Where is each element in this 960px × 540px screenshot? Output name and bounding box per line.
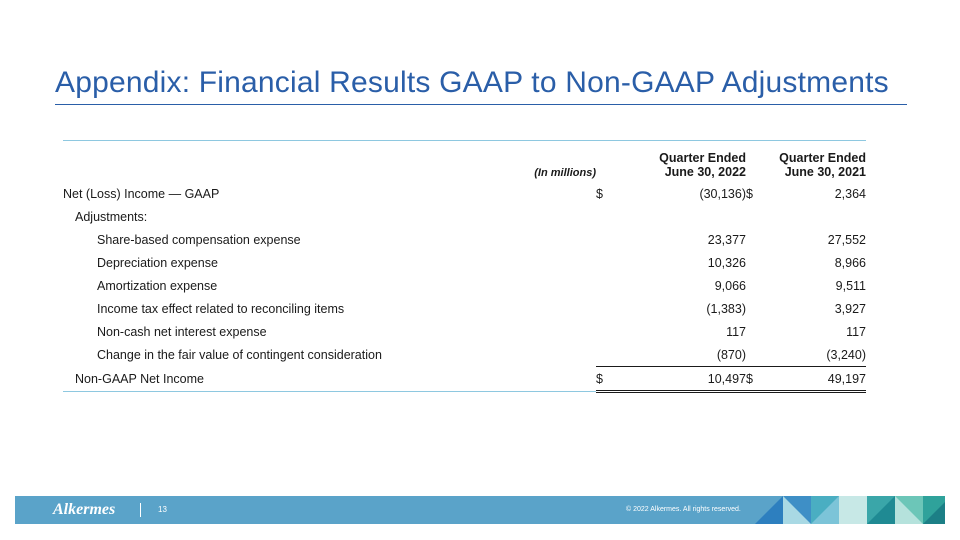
- value-2022: 10,497: [616, 366, 746, 393]
- column-header-2021-line1: Quarter Ended: [779, 151, 866, 165]
- table-row: Non-cash net interest expense 117 117: [63, 320, 866, 343]
- footer-band: Alkermes 13 © 2022 Alkermes. All rights …: [15, 496, 945, 524]
- page-title: Appendix: Financial Results GAAP to Non-…: [55, 66, 889, 99]
- column-header-2021: Quarter Ended June 30, 2021: [746, 140, 866, 182]
- value-2022: 10,326: [707, 255, 746, 270]
- value-2022: (30,136): [699, 186, 746, 201]
- row-label: Non-cash net interest expense: [97, 324, 267, 339]
- value-2022: 9,066: [714, 278, 746, 293]
- table-row: Income tax effect related to reconciling…: [63, 297, 866, 320]
- table-row: Amortization expense 9,066 9,511: [63, 274, 866, 297]
- table-row: Adjustments:: [63, 205, 866, 228]
- copyright-text: © 2022 Alkermes. All rights reserved.: [626, 506, 741, 513]
- table-row-total: Non-GAAP Net Income $ 10,497 $ 49,197: [63, 366, 866, 393]
- currency-symbol: $: [746, 186, 753, 201]
- column-header-2022-line1: Quarter Ended: [659, 151, 746, 165]
- value-2021: 49,197: [766, 366, 866, 393]
- currency-symbol: $: [596, 366, 616, 393]
- footer-divider: [140, 503, 141, 517]
- value-2021: 9,511: [835, 278, 866, 293]
- table-row: Depreciation expense 10,326 8,966: [63, 251, 866, 274]
- row-label: Change in the fair value of contingent c…: [97, 347, 382, 362]
- title-rule: [55, 104, 907, 105]
- table-header-row: (In millions) Quarter Ended June 30, 202…: [63, 140, 866, 182]
- table-row: Change in the fair value of contingent c…: [63, 343, 866, 367]
- row-label: Share-based compensation expense: [97, 232, 301, 247]
- value-2022: (870): [616, 343, 746, 367]
- column-header-2022: Quarter Ended June 30, 2022: [596, 140, 746, 182]
- currency-symbol: $: [746, 366, 766, 393]
- decorative-tiles-graphic: [755, 496, 945, 524]
- value-2022: (1,383): [706, 301, 746, 316]
- row-label: Income tax effect related to reconciling…: [97, 301, 345, 316]
- row-label: Depreciation expense: [97, 255, 218, 270]
- table-row: Share-based compensation expense 23,377 …: [63, 228, 866, 251]
- value-2021: 27,552: [827, 232, 866, 247]
- row-label: Adjustments:: [75, 209, 148, 224]
- value-2021: 2,364: [834, 186, 866, 201]
- currency-symbol: $: [596, 186, 603, 201]
- alkermes-logo: Alkermes: [53, 501, 116, 518]
- column-header-2022-line2: June 30, 2022: [664, 165, 746, 179]
- value-2022: 23,377: [707, 232, 746, 247]
- financial-table: (In millions) Quarter Ended June 30, 202…: [63, 140, 866, 393]
- value-2021: 3,927: [834, 301, 866, 316]
- value-2021: 117: [846, 324, 866, 339]
- row-label: Amortization expense: [97, 278, 218, 293]
- value-2022: 117: [726, 324, 746, 339]
- page-number: 13: [158, 505, 167, 514]
- column-header-2021-line2: June 30, 2021: [784, 165, 866, 179]
- row-label: Non-GAAP Net Income: [63, 366, 596, 392]
- value-2021: (3,240): [766, 343, 866, 367]
- table-row: Net (Loss) Income — GAAP $ (30,136) $ 2,…: [63, 182, 866, 205]
- value-2021: 8,966: [834, 255, 866, 270]
- units-label: (In millions): [63, 140, 596, 182]
- row-label: Net (Loss) Income — GAAP: [63, 186, 220, 201]
